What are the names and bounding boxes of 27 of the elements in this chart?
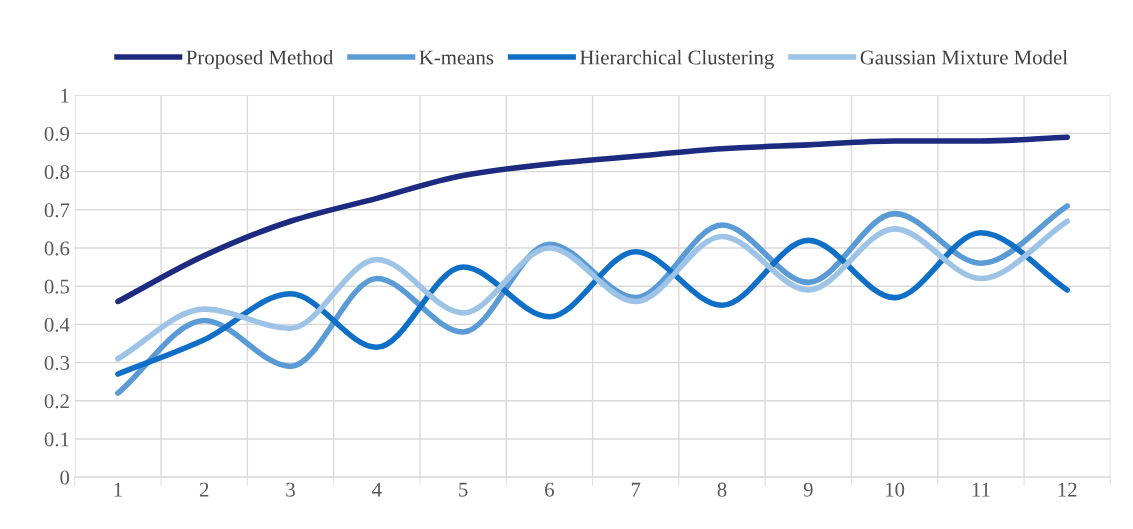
y-tick-label: 0.7 — [44, 203, 70, 218]
x-tick-label: 3 — [286, 482, 295, 497]
x-tick-label: 1 — [114, 482, 122, 497]
legend-label: Proposed Method — [186, 49, 334, 69]
x-tick-label: 9 — [803, 482, 813, 497]
y-tick-label: 0.4 — [44, 317, 70, 332]
x-tick-label: 11 — [972, 482, 990, 497]
x-tick-label: 8 — [717, 482, 727, 497]
x-tick-label: 12 — [1058, 482, 1077, 497]
x-tick-label: 4 — [372, 482, 382, 497]
y-tick-label: 0.1 — [44, 432, 69, 447]
y-tick-label: 0.6 — [44, 241, 70, 256]
legend-label: Hierarchical Clustering — [580, 49, 774, 69]
x-tick-label: 7 — [631, 482, 641, 497]
legend-label: K-means — [419, 50, 494, 65]
y-tick-label: 0.8 — [44, 164, 70, 180]
x-tick-label: 10 — [886, 482, 905, 497]
y-tick-label: 0.3 — [44, 355, 70, 371]
y-tick-label: 0.9 — [44, 126, 70, 141]
y-tick-label: 0.2 — [44, 394, 69, 409]
legend-label: Gaussian Mixture Model — [860, 49, 1068, 65]
x-tick-label: 2 — [199, 482, 209, 497]
x-tick-label: 5 — [459, 482, 468, 497]
y-tick-label: 0.5 — [44, 279, 70, 294]
y-tick-label: 0 — [60, 470, 70, 485]
x-tick-label: 6 — [545, 482, 554, 497]
y-tick-label: 1 — [61, 88, 69, 103]
